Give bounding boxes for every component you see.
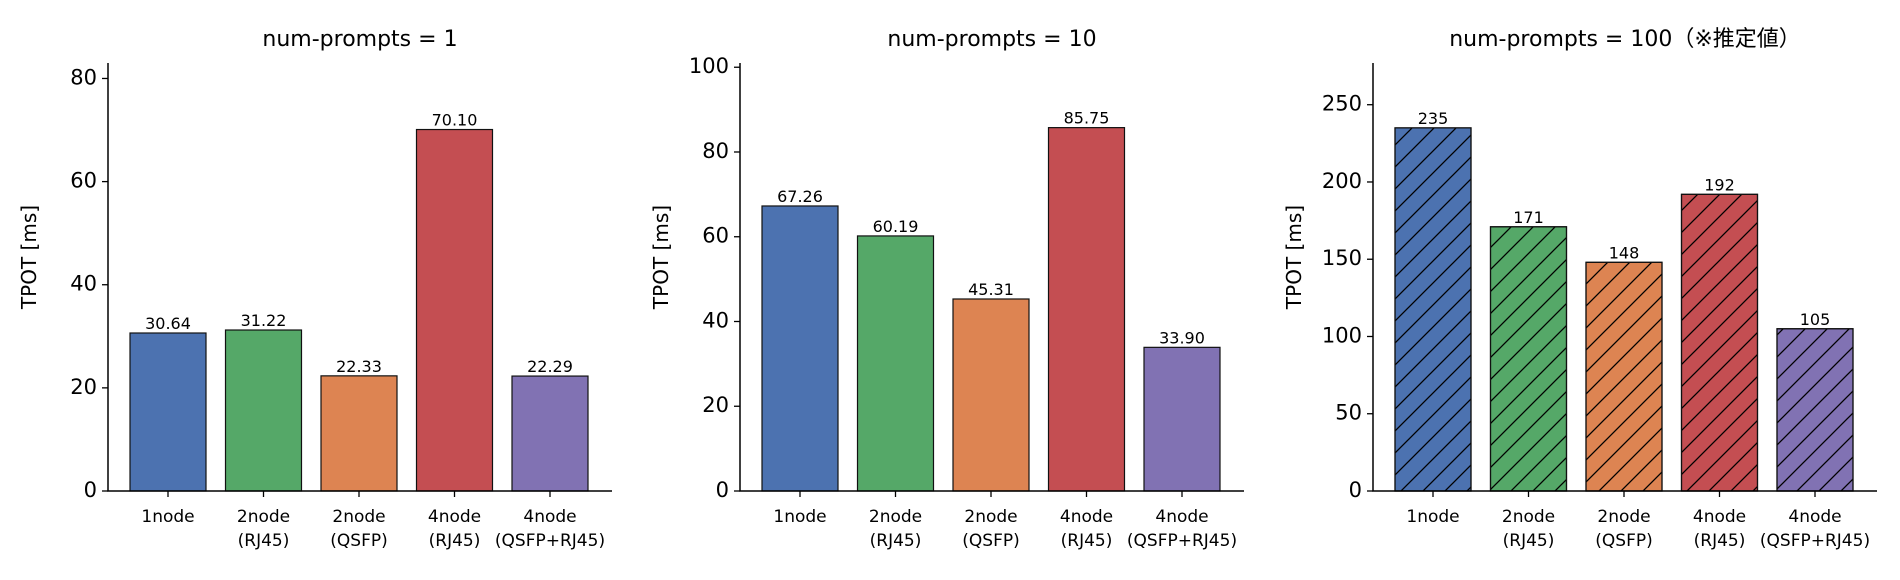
data-label: 85.75 (1064, 109, 1110, 128)
x-tick-label: 2node (RJ45) (869, 507, 922, 551)
y-tick-label: 40 (702, 308, 729, 332)
chart-title: num-prompts = 1 (262, 27, 457, 52)
bar-hatch-3 (1585, 261, 1663, 492)
data-label: 31.22 (241, 311, 287, 330)
x-tick-label: 4node (RJ45) (1060, 507, 1113, 551)
x-tick-label: 4node (RJ45) (428, 507, 481, 551)
data-label: 22.33 (336, 357, 382, 376)
chart-panel-2: num-prompts = 10 TPOT [ms] 0 20 40 60 80 100 67.… (649, 27, 1244, 551)
data-label: 235 (1418, 109, 1449, 128)
bar-3 (952, 298, 1030, 492)
y-tick-label: 20 (70, 375, 97, 399)
bar-5 (511, 375, 589, 492)
y-axis-label: TPOT [ms] (649, 205, 673, 310)
y-tick-label: 0 (1349, 478, 1362, 502)
y-tick-label: 0 (84, 478, 97, 502)
data-label: 70.10 (432, 111, 478, 130)
data-label: 22.29 (527, 357, 573, 376)
y-tick-label: 50 (1335, 401, 1362, 425)
y-tick-label: 80 (70, 65, 97, 89)
y-tick-label: 40 (70, 272, 97, 296)
data-label: 30.64 (145, 314, 191, 333)
y-tick-label: 60 (702, 224, 729, 248)
bar-5 (1143, 346, 1221, 492)
bar-4 (1047, 127, 1126, 492)
chart-panel-3: num-prompts = 100（※推定値） TPOT [ms] 0 50 100 15… (1282, 27, 1877, 551)
x-tick-label: 2node (QSFP) (330, 507, 387, 551)
data-label: 148 (1609, 243, 1640, 262)
y-tick-label: 200 (1322, 169, 1362, 193)
x-tick-label: 1node (141, 507, 194, 527)
x-tick-label: 2node (QSFP) (1595, 507, 1652, 551)
x-tick-label: 4node (RJ45) (1693, 507, 1746, 551)
data-label: 60.19 (873, 217, 919, 236)
y-axis-label: TPOT [ms] (1282, 205, 1306, 310)
axes (107, 63, 612, 492)
bar-hatch-2 (1489, 226, 1568, 492)
data-label: 33.90 (1159, 328, 1205, 347)
data-label: 171 (1513, 208, 1544, 227)
x-tick-label: 1node (1406, 507, 1459, 527)
bar-4 (415, 128, 494, 492)
chart-title: num-prompts = 10 (887, 27, 1096, 52)
y-tick-label: 150 (1322, 246, 1362, 270)
x-tick-label: 2node (QSFP) (962, 507, 1019, 551)
bar-1 (761, 205, 839, 492)
data-label: 45.31 (968, 280, 1014, 299)
bar-3 (320, 375, 398, 492)
data-label: 105 (1800, 310, 1831, 329)
y-tick-label: 0 (716, 478, 729, 502)
bar-hatch-1 (1394, 127, 1472, 492)
y-tick-label: 20 (702, 393, 729, 417)
x-tick-label: 2node (RJ45) (1502, 507, 1555, 551)
axes (1372, 63, 1877, 492)
bar-hatch-4 (1680, 193, 1759, 492)
y-tick-label: 80 (702, 139, 729, 163)
x-tick-label: 1node (773, 507, 826, 527)
chart-panel-1: num-prompts = 1 TPOT [ms] 0 20 40 60 80 30.64 1n… (17, 27, 612, 551)
bar-2 (856, 235, 935, 492)
chart-title: num-prompts = 100（※推定値） (1449, 27, 1801, 52)
data-label: 67.26 (777, 187, 823, 206)
x-tick-label: 2node (RJ45) (237, 507, 290, 551)
y-tick-label: 100 (1322, 323, 1362, 347)
data-label: 192 (1704, 175, 1735, 194)
x-tick-label: 4node (QSFP+RJ45) (1127, 507, 1237, 551)
bar-hatch-5 (1776, 328, 1854, 492)
x-tick-label: 4node (QSFP+RJ45) (1760, 507, 1870, 551)
y-tick-label: 60 (70, 169, 97, 193)
x-tick-label: 4node (QSFP+RJ45) (495, 507, 605, 551)
bar-1 (129, 332, 207, 492)
bar-2 (224, 329, 303, 492)
axes (739, 63, 1244, 492)
y-tick-label: 100 (689, 54, 729, 78)
y-axis-label: TPOT [ms] (17, 205, 41, 310)
y-tick-label: 250 (1322, 92, 1362, 116)
